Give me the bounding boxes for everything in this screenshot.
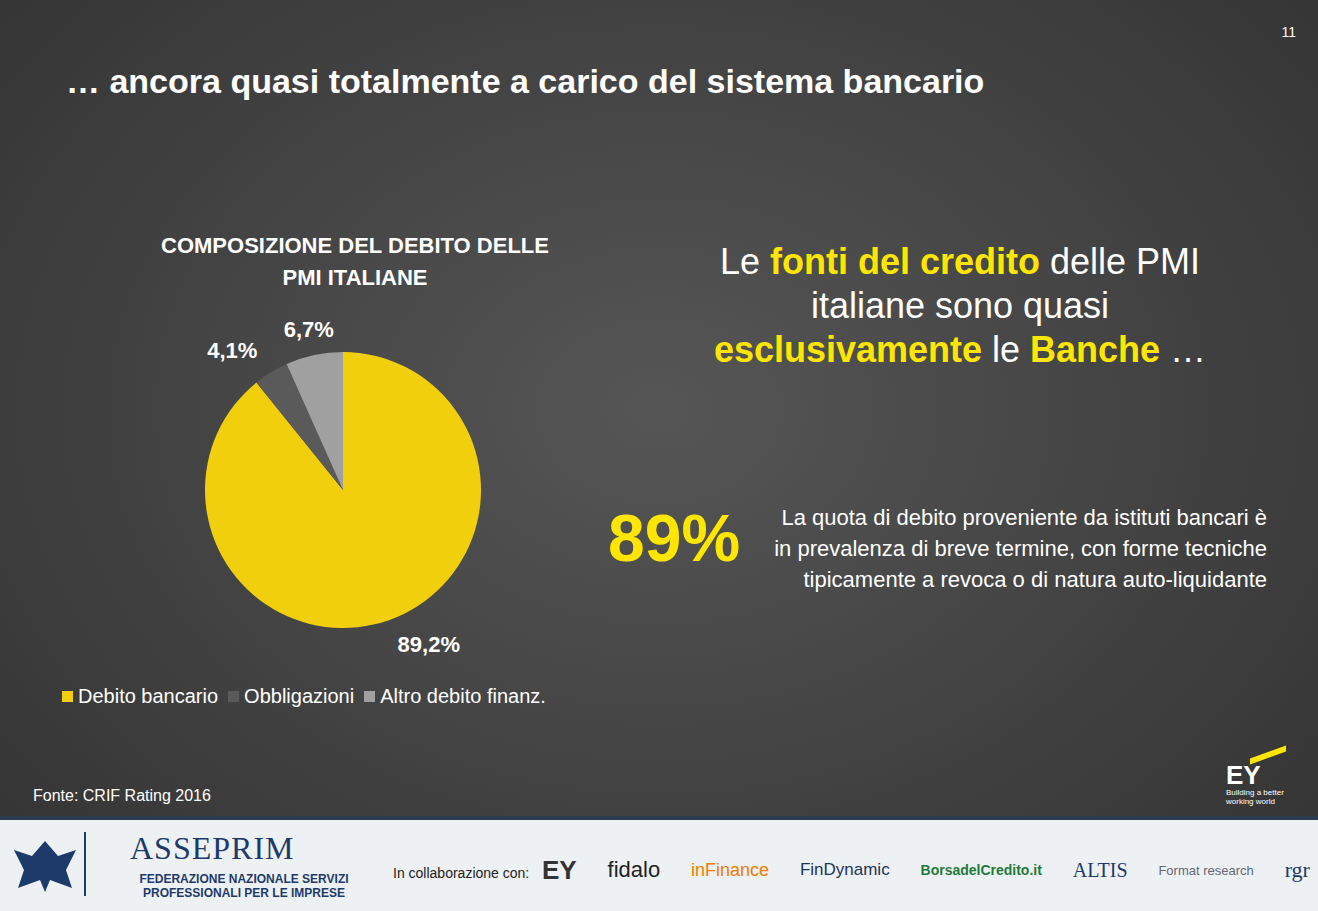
html-text:FEDERAZIONE NAZIONALE SERVIZI: FEDERAZIONE NAZIONALE SERVIZI <box>139 872 349 886</box>
html-text:ALTIS: ALTIS <box>1072 858 1128 881</box>
html-text:fidalo: fidalo <box>607 857 661 882</box>
html-text:11: 11 <box>1281 24 1296 40</box>
html-text:Le fonti del credito delle PMI: Le fonti del credito delle PMI <box>719 241 1201 282</box>
html-text:inFinance: inFinance <box>691 859 769 880</box>
svg-text:89,2%: 89,2% <box>398 632 460 657</box>
html-text:… ancora quasi totalmente a ca: … ancora quasi totalmente a carico del s… <box>66 62 985 100</box>
html-text:italiane sono quasi: italiane sono quasi <box>810 285 1110 326</box>
html-text:PROFESSIONALI PER LE IMPRESE: PROFESSIONALI PER LE IMPRESE <box>143 886 345 900</box>
html-text:Debito bancario: Debito bancario <box>78 685 219 707</box>
html-text:Obbligazioni: Obbligazioni <box>244 685 355 707</box>
html-text:Fonte: CRIF Rating 2016: Fonte: CRIF Rating 2016 <box>33 787 211 804</box>
html-text:EY: EY <box>1226 760 1261 790</box>
html-text:COMPOSIZIONE DEL DEBITO DELLE: COMPOSIZIONE DEL DEBITO DELLE PMI ITALIA… <box>161 233 549 290</box>
html-text:esclusivamente le Banche …: esclusivamente le Banche … <box>713 329 1207 370</box>
html-text:EY: EY <box>542 854 577 885</box>
svg-text:4,1%: 4,1% <box>207 338 257 363</box>
html-text:Format research: Format research <box>1158 862 1254 878</box>
html-text:In collaborazione con:: In collaborazione con: <box>393 865 530 881</box>
html-text:ASSEPRIM: ASSEPRIM <box>130 830 295 866</box>
html-text:La quota di debito proveniente: La quota di debito proveniente da istitu… <box>774 505 1267 592</box>
html-text:rgr: rgr <box>1284 857 1310 882</box>
html-text:Building a better working worl: Building a better working world <box>1226 788 1284 806</box>
svg-text:6,7%: 6,7% <box>284 317 334 342</box>
html-text:BorsadelCredito.it: BorsadelCredito.it <box>920 862 1042 878</box>
html-text:Altro debito finanz.: Altro debito finanz. <box>380 685 546 707</box>
html-text:89%: 89% <box>608 501 741 575</box>
html-text:FinDynamic: FinDynamic <box>799 860 890 879</box>
